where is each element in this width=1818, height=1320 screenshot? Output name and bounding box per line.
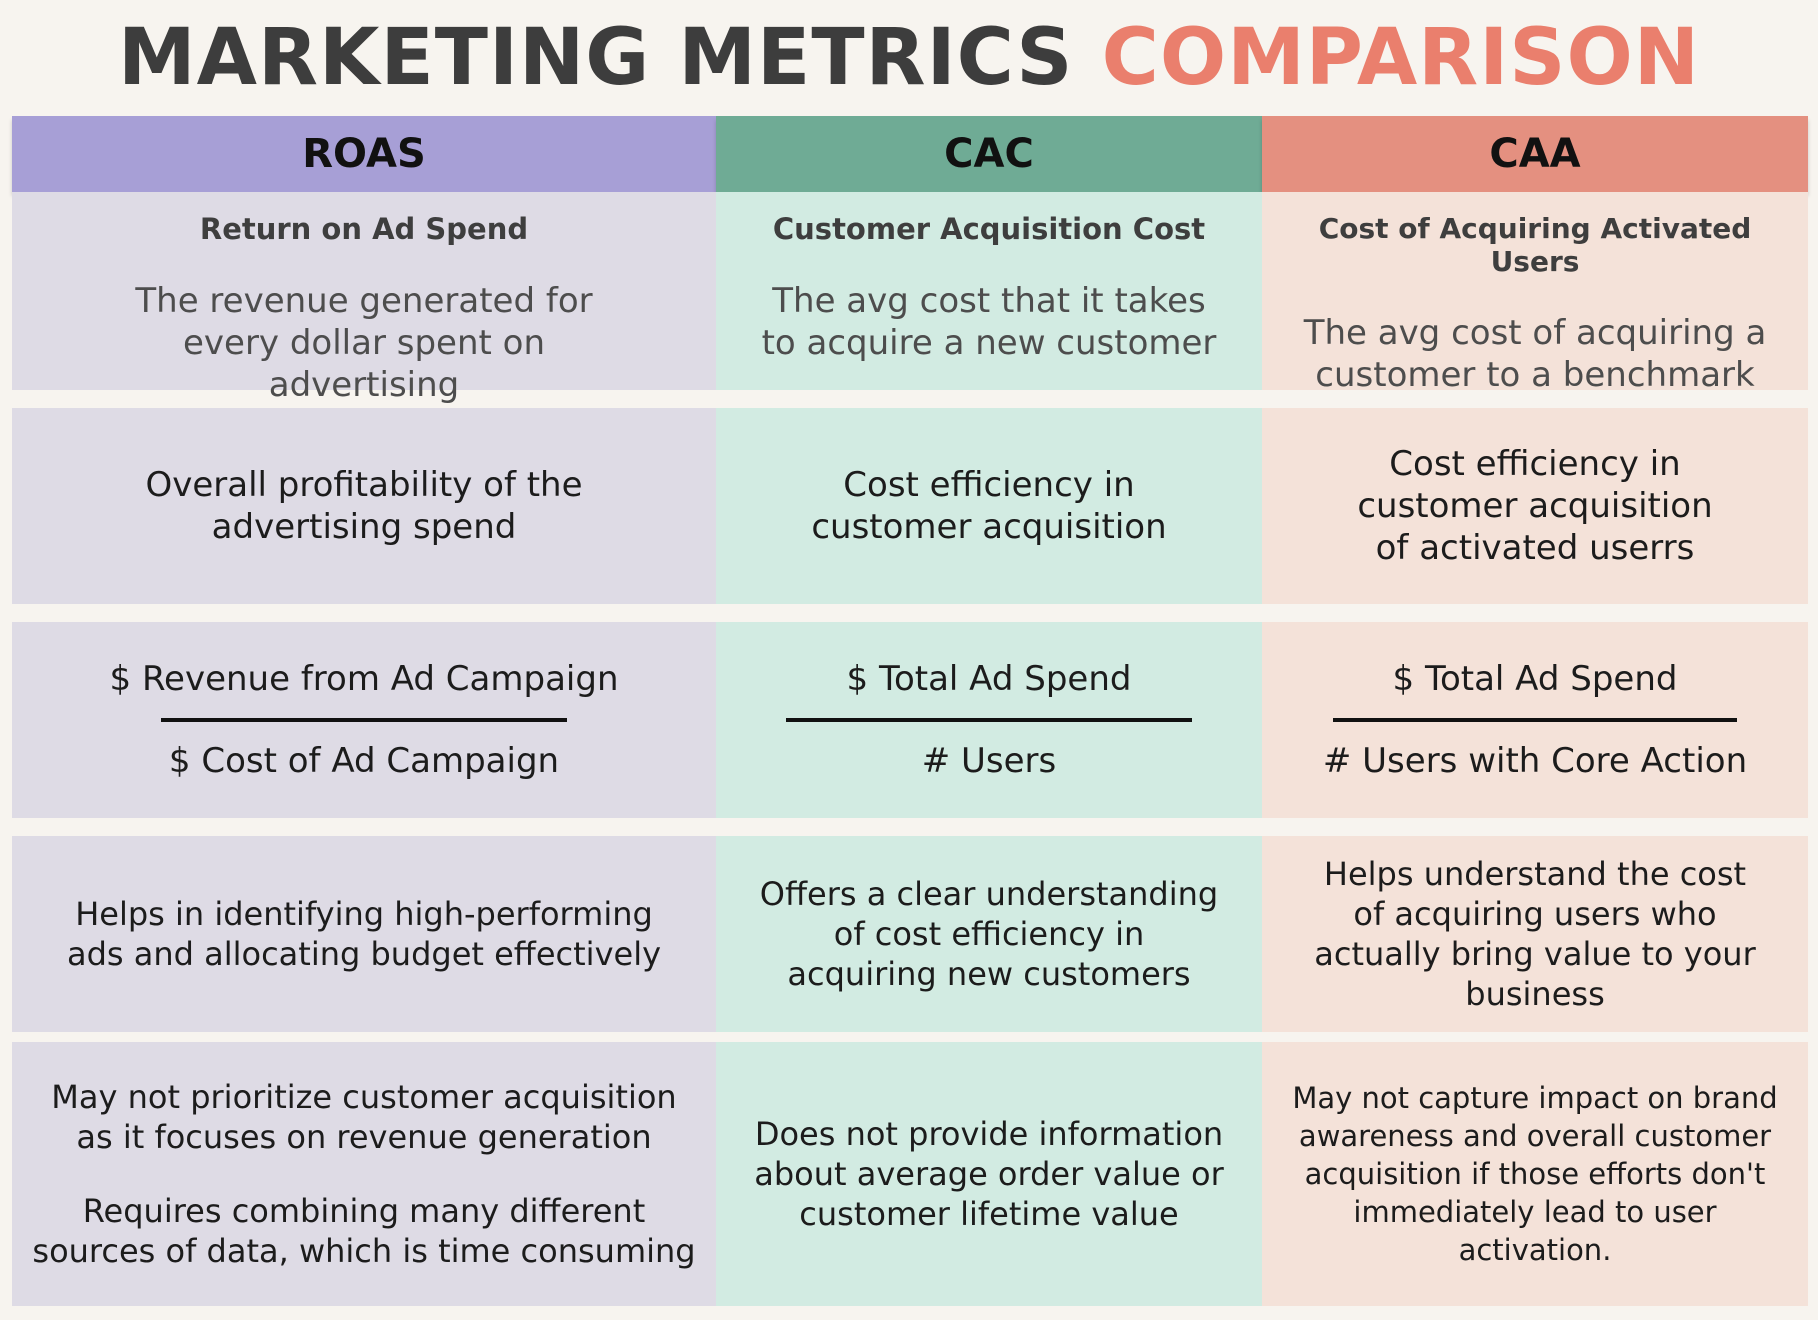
caa-formula: $ Total Ad Spend # Users with Core Actio… bbox=[1323, 658, 1747, 782]
roas-limitations-cell: May not prioritize customer acquisition … bbox=[12, 1042, 716, 1306]
roas-formula-denominator: $ Cost of Ad Campaign bbox=[168, 741, 560, 781]
header-roas: ROAS bbox=[12, 116, 716, 192]
roas-fraction-bar bbox=[161, 718, 567, 722]
cac-benefit: Offers a clear understanding of cost eff… bbox=[759, 875, 1219, 993]
caa-full-name: Cost of Acquiring Activated Users bbox=[1318, 212, 1752, 278]
roas-formula: $ Revenue from Ad Campaign $ Cost of Ad … bbox=[110, 658, 619, 782]
caa-fraction-bar bbox=[1333, 718, 1737, 722]
roas-formula-cell: $ Revenue from Ad Campaign $ Cost of Ad … bbox=[12, 622, 716, 818]
cac-measures: Cost efficiency in customer acquisition bbox=[811, 465, 1167, 547]
roas-formula-numerator: $ Revenue from Ad Campaign bbox=[109, 659, 619, 699]
caa-formula-denominator: # Users with Core Action bbox=[1322, 741, 1748, 781]
header-cac: CAC bbox=[716, 116, 1262, 192]
cac-measures-cell: Cost efficiency in customer acquisition bbox=[716, 408, 1262, 604]
caa-formula-cell: $ Total Ad Spend # Users with Core Actio… bbox=[1262, 622, 1808, 818]
title-part-2: COMPARISON bbox=[1101, 13, 1701, 103]
roas-limitation-2: Requires combining many different source… bbox=[32, 1192, 696, 1270]
caa-limitation-1: May not capture impact on brand awarenes… bbox=[1292, 1081, 1778, 1267]
roas-measures: Overall profitability of the advertising… bbox=[145, 465, 583, 547]
cac-formula-denominator: # Users bbox=[921, 741, 1057, 781]
title-part-1: MARKETING METRICS bbox=[117, 13, 1074, 103]
roas-definition-cell: Return on Ad Spend The revenue generated… bbox=[12, 192, 716, 405]
caa-measures: Cost efficiency in customer acquisition … bbox=[1357, 444, 1713, 568]
roas-limitation-1: May not prioritize customer acquisition … bbox=[51, 1078, 677, 1156]
caa-benefit: Helps understand the cost of acquiring u… bbox=[1314, 855, 1756, 1013]
roas-full-name: Return on Ad Spend bbox=[199, 212, 529, 246]
cac-formula: $ Total Ad Spend # Users bbox=[786, 658, 1192, 782]
roas-benefit-cell: Helps in identifying high-performing ads… bbox=[12, 836, 716, 1032]
caa-formula-numerator: $ Total Ad Spend bbox=[1392, 659, 1678, 699]
cac-formula-numerator: $ Total Ad Spend bbox=[846, 659, 1132, 699]
caa-definition-cell: Cost of Acquiring Activated Users The av… bbox=[1262, 192, 1808, 395]
cac-benefit-cell: Offers a clear understanding of cost eff… bbox=[716, 836, 1262, 1032]
cac-limitations-cell: Does not provide information about avera… bbox=[716, 1042, 1262, 1306]
caa-definition: The avg cost of acquiring a customer to … bbox=[1303, 313, 1767, 395]
header-caa: CAA bbox=[1262, 116, 1808, 192]
cac-fraction-bar bbox=[786, 718, 1192, 722]
cac-limitation-1: Does not provide information about avera… bbox=[754, 1115, 1224, 1233]
caa-benefit-cell: Helps understand the cost of acquiring u… bbox=[1262, 836, 1808, 1032]
roas-definition: The revenue generated for every dollar s… bbox=[135, 281, 593, 405]
cac-formula-cell: $ Total Ad Spend # Users bbox=[716, 622, 1262, 818]
roas-measures-cell: Overall profitability of the advertising… bbox=[12, 408, 716, 604]
page-title: MARKETING METRICS COMPARISON bbox=[0, 13, 1818, 104]
caa-measures-cell: Cost efficiency in customer acquisition … bbox=[1262, 408, 1808, 604]
cac-definition: The avg cost that it takes to acquire a … bbox=[761, 281, 1217, 363]
roas-benefit: Helps in identifying high-performing ads… bbox=[66, 895, 662, 973]
cac-full-name: Customer Acquisition Cost bbox=[772, 212, 1206, 246]
cac-definition-cell: Customer Acquisition Cost The avg cost t… bbox=[716, 192, 1262, 390]
caa-limitations-cell: May not capture impact on brand awarenes… bbox=[1262, 1042, 1808, 1306]
